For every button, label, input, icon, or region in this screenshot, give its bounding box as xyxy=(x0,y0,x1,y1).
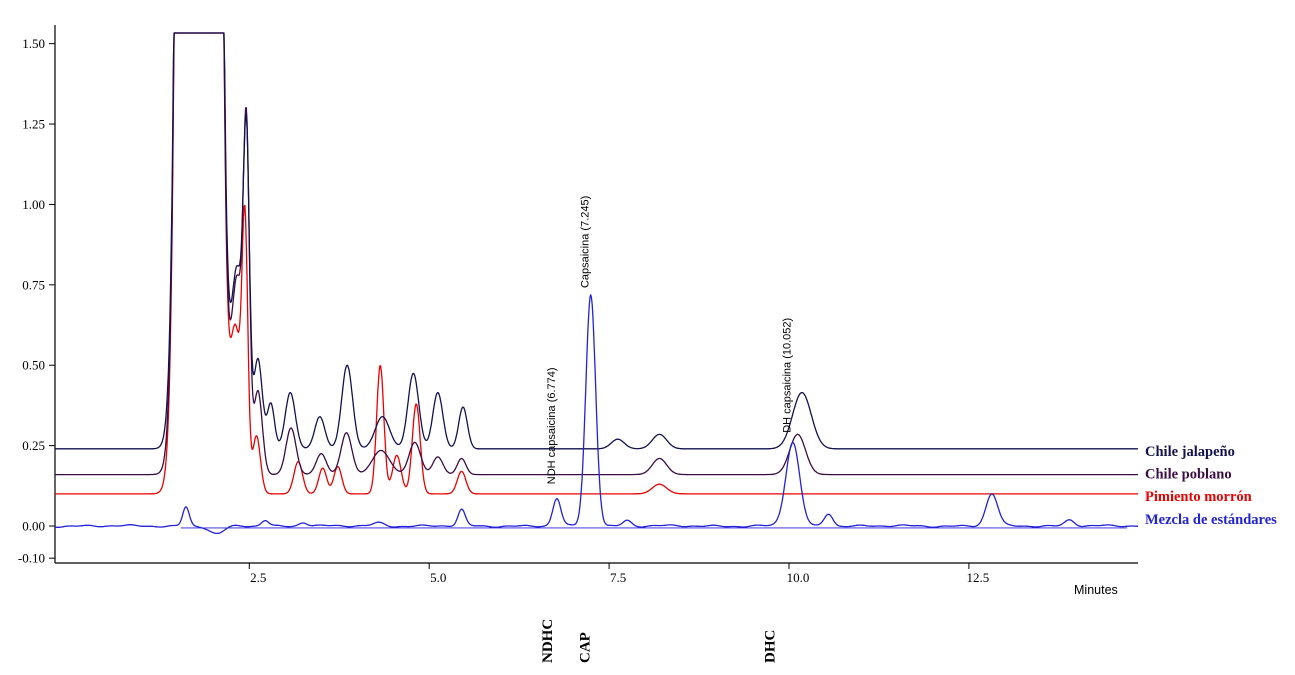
y-tick-label: 0.50 xyxy=(22,358,45,373)
compound-label: NDHC xyxy=(540,619,556,663)
peak-annotation: NDH capsaicina (6.774) xyxy=(546,367,558,484)
x-tick-label: 5.0 xyxy=(430,570,446,585)
y-tick-label: 1.25 xyxy=(22,117,45,132)
compound-label: CAP xyxy=(577,632,593,663)
y-tick-label: 1.00 xyxy=(22,197,45,212)
trace-estandares xyxy=(54,294,1138,535)
series-label-jalapeno: Chile jalapeño xyxy=(1145,444,1235,460)
y-tick-label: 0.25 xyxy=(22,438,45,453)
peak-annotation: Capsaicina (7.245) xyxy=(580,196,592,288)
x-tick-label: 7.5 xyxy=(610,570,626,585)
x-tick-label: 12.5 xyxy=(967,570,990,585)
x-tick-label: 2.5 xyxy=(250,570,266,585)
trace-jalapeno xyxy=(55,32,1138,450)
trace-morron xyxy=(55,32,1138,495)
y-tick-label: 0.00 xyxy=(22,519,45,534)
x-tick-label: 10.0 xyxy=(787,570,810,585)
y-tick-label: 0.75 xyxy=(22,277,45,292)
series-label-morron: Pimiento morrón xyxy=(1145,489,1252,505)
peak-annotation: DH capsaicina (10.052) xyxy=(782,318,794,433)
series-label-poblano: Chile poblano xyxy=(1145,467,1232,483)
series-label-estandares: Mezcla de estándares xyxy=(1145,512,1277,528)
trace-poblano xyxy=(55,32,1138,476)
y-tick-label: 1.50 xyxy=(22,36,45,51)
compound-label: DHC xyxy=(762,630,778,663)
x-axis-title: Minutes xyxy=(1074,583,1118,597)
y-tick-label: -0.10 xyxy=(18,551,45,566)
